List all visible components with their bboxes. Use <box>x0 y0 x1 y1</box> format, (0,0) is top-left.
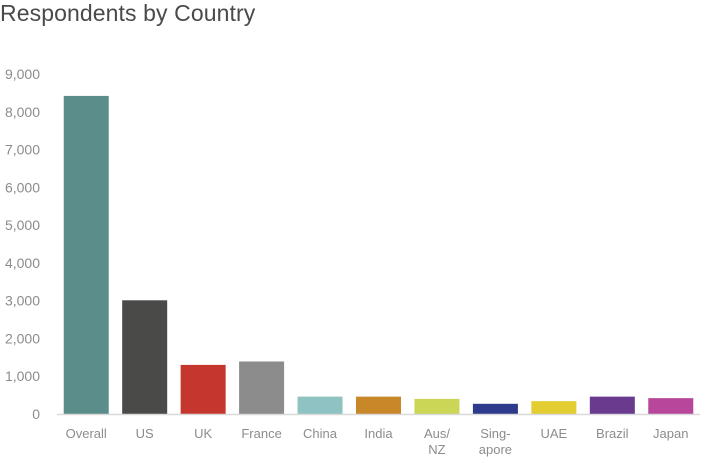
bar-india <box>355 396 402 414</box>
y-axis-ticks: 0 1,000 2,000 3,000 4,000 5,000 6,000 7,000 8,00… <box>5 66 40 422</box>
x-tick-label: Aus/NZ <box>424 426 450 457</box>
bar-aus-nz <box>414 398 460 414</box>
x-tick-label: UAE <box>540 426 567 441</box>
y-tick-label: 2,000 <box>5 330 40 346</box>
bar-brazil <box>589 396 635 414</box>
bar-sing-apore <box>472 403 518 414</box>
y-tick-label: 6,000 <box>5 179 40 195</box>
x-tick-label: Overall <box>66 426 107 441</box>
bar-uk <box>180 364 226 414</box>
y-tick-label: 1,000 <box>5 368 40 384</box>
y-tick-label: 8,000 <box>5 104 40 120</box>
y-tick-label: 0 <box>32 406 40 422</box>
x-tick-label: Japan <box>653 426 688 441</box>
x-tick-label: Sing-apore <box>479 426 512 457</box>
x-tick-label: France <box>241 426 281 441</box>
bar-us <box>122 300 168 414</box>
x-tick-label: UK <box>194 426 212 441</box>
bar-overall <box>63 95 109 415</box>
chart-title: Respondents by Country <box>0 0 256 26</box>
x-tick-label: Brazil <box>596 426 629 441</box>
y-tick-label: 7,000 <box>5 142 40 158</box>
y-tick-label: 9,000 <box>5 66 40 82</box>
x-tick-label: China <box>303 426 338 441</box>
bars <box>63 95 694 415</box>
bar-china <box>297 396 343 414</box>
bar-japan <box>648 398 694 414</box>
x-tick-label: India <box>364 426 393 441</box>
x-axis-labels: Overall US UK France China India Aus/NZ Sing-ap… <box>66 426 689 457</box>
y-tick-label: 4,000 <box>5 255 40 271</box>
bar-france <box>239 361 285 414</box>
y-tick-label: 3,000 <box>5 293 40 309</box>
bar-uae <box>531 401 577 414</box>
x-tick-label: US <box>136 426 154 441</box>
y-tick-label: 5,000 <box>5 217 40 233</box>
